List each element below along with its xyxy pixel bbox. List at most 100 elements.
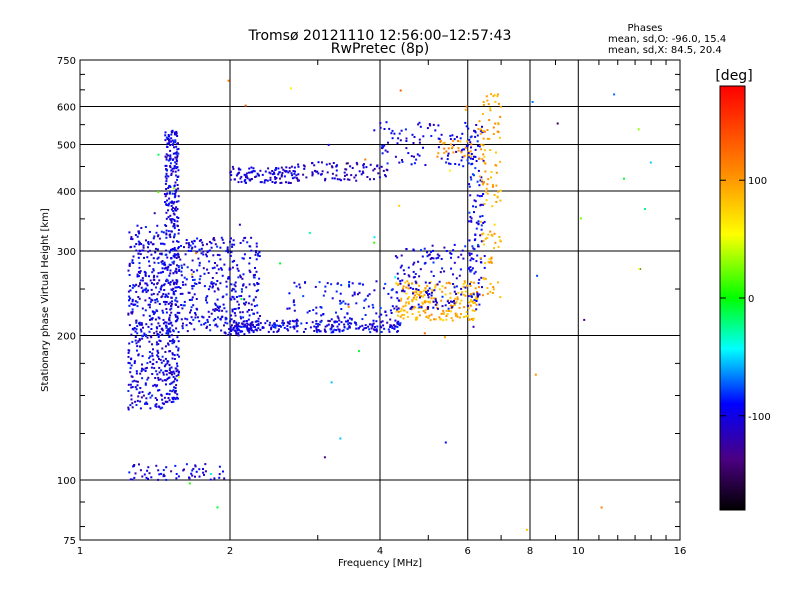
data-point [469, 215, 472, 218]
data-point [168, 399, 171, 402]
data-point [432, 275, 435, 277]
data-point [151, 271, 154, 274]
data-point [156, 333, 159, 336]
data-point [336, 315, 339, 318]
data-point [453, 302, 456, 305]
data-point [167, 216, 170, 219]
x-tick-label: 8 [527, 546, 533, 557]
data-point [127, 355, 130, 358]
data-point [133, 360, 136, 363]
data-point [481, 183, 484, 186]
data-point [468, 138, 471, 141]
data-point [130, 333, 133, 336]
data-point [412, 142, 415, 144]
data-point [161, 379, 164, 382]
data-point [223, 263, 226, 266]
data-point [208, 249, 211, 252]
data-point [141, 249, 144, 252]
data-point [135, 372, 138, 375]
data-point [172, 152, 175, 155]
data-point [464, 146, 467, 149]
data-point [364, 314, 367, 316]
data-point [469, 298, 472, 301]
data-point [405, 292, 408, 295]
data-point [142, 335, 144, 338]
data-point [432, 123, 435, 126]
data-point [230, 174, 233, 177]
data-point [167, 202, 170, 205]
data-point [170, 204, 173, 207]
data-point [136, 384, 139, 387]
data-point [216, 306, 219, 309]
data-point [490, 233, 493, 236]
data-point [417, 303, 420, 306]
data-point [246, 327, 249, 330]
data-point [216, 308, 219, 311]
data-point [206, 295, 209, 298]
data-point [219, 246, 222, 249]
data-point [128, 349, 131, 352]
data-point [156, 300, 159, 303]
data-point [297, 173, 300, 176]
data-point [440, 139, 443, 142]
data-point [481, 131, 484, 134]
data-point [127, 390, 130, 392]
data-point [460, 151, 463, 154]
data-point [150, 323, 153, 326]
data-point [388, 127, 391, 130]
data-point [333, 177, 336, 180]
data-point [467, 267, 470, 270]
data-point [174, 195, 177, 197]
data-point [422, 295, 424, 298]
data-point [485, 199, 488, 202]
data-point [143, 288, 146, 291]
data-point [423, 332, 426, 335]
data-point [171, 279, 174, 282]
data-point [436, 253, 439, 256]
data-point [467, 127, 470, 130]
data-point [160, 271, 163, 274]
data-point [198, 475, 201, 478]
data-point [176, 166, 179, 169]
data-point [308, 231, 311, 234]
data-point [272, 330, 275, 333]
data-point [250, 327, 253, 330]
data-point [275, 324, 278, 327]
data-point [174, 170, 177, 173]
data-point [184, 317, 187, 320]
data-point [483, 155, 486, 158]
data-point [441, 285, 444, 288]
data-point [252, 283, 255, 286]
data-point [455, 300, 458, 303]
data-point [172, 272, 175, 275]
data-point [477, 222, 480, 225]
data-point [168, 322, 171, 325]
data-point [137, 285, 140, 288]
data-point [175, 249, 178, 252]
data-point [198, 261, 201, 264]
data-point [361, 324, 364, 327]
data-point [473, 272, 476, 275]
data-point [365, 166, 368, 169]
data-point [239, 276, 242, 279]
data-point [422, 289, 425, 292]
data-point [405, 248, 408, 251]
data-point [264, 179, 267, 182]
data-point [172, 338, 175, 341]
data-point [259, 181, 262, 184]
data-point [472, 247, 475, 250]
data-point [479, 261, 482, 264]
data-point [379, 307, 382, 310]
data-point [242, 273, 245, 276]
data-point [244, 179, 247, 181]
data-point [327, 319, 330, 322]
data-point [405, 140, 408, 142]
data-point [351, 294, 354, 297]
data-point [401, 159, 403, 161]
colorbar-tick-label: 0 [748, 294, 754, 305]
data-point [421, 255, 424, 258]
data-point [285, 170, 288, 173]
data-point [499, 115, 502, 118]
data-point [152, 292, 155, 295]
